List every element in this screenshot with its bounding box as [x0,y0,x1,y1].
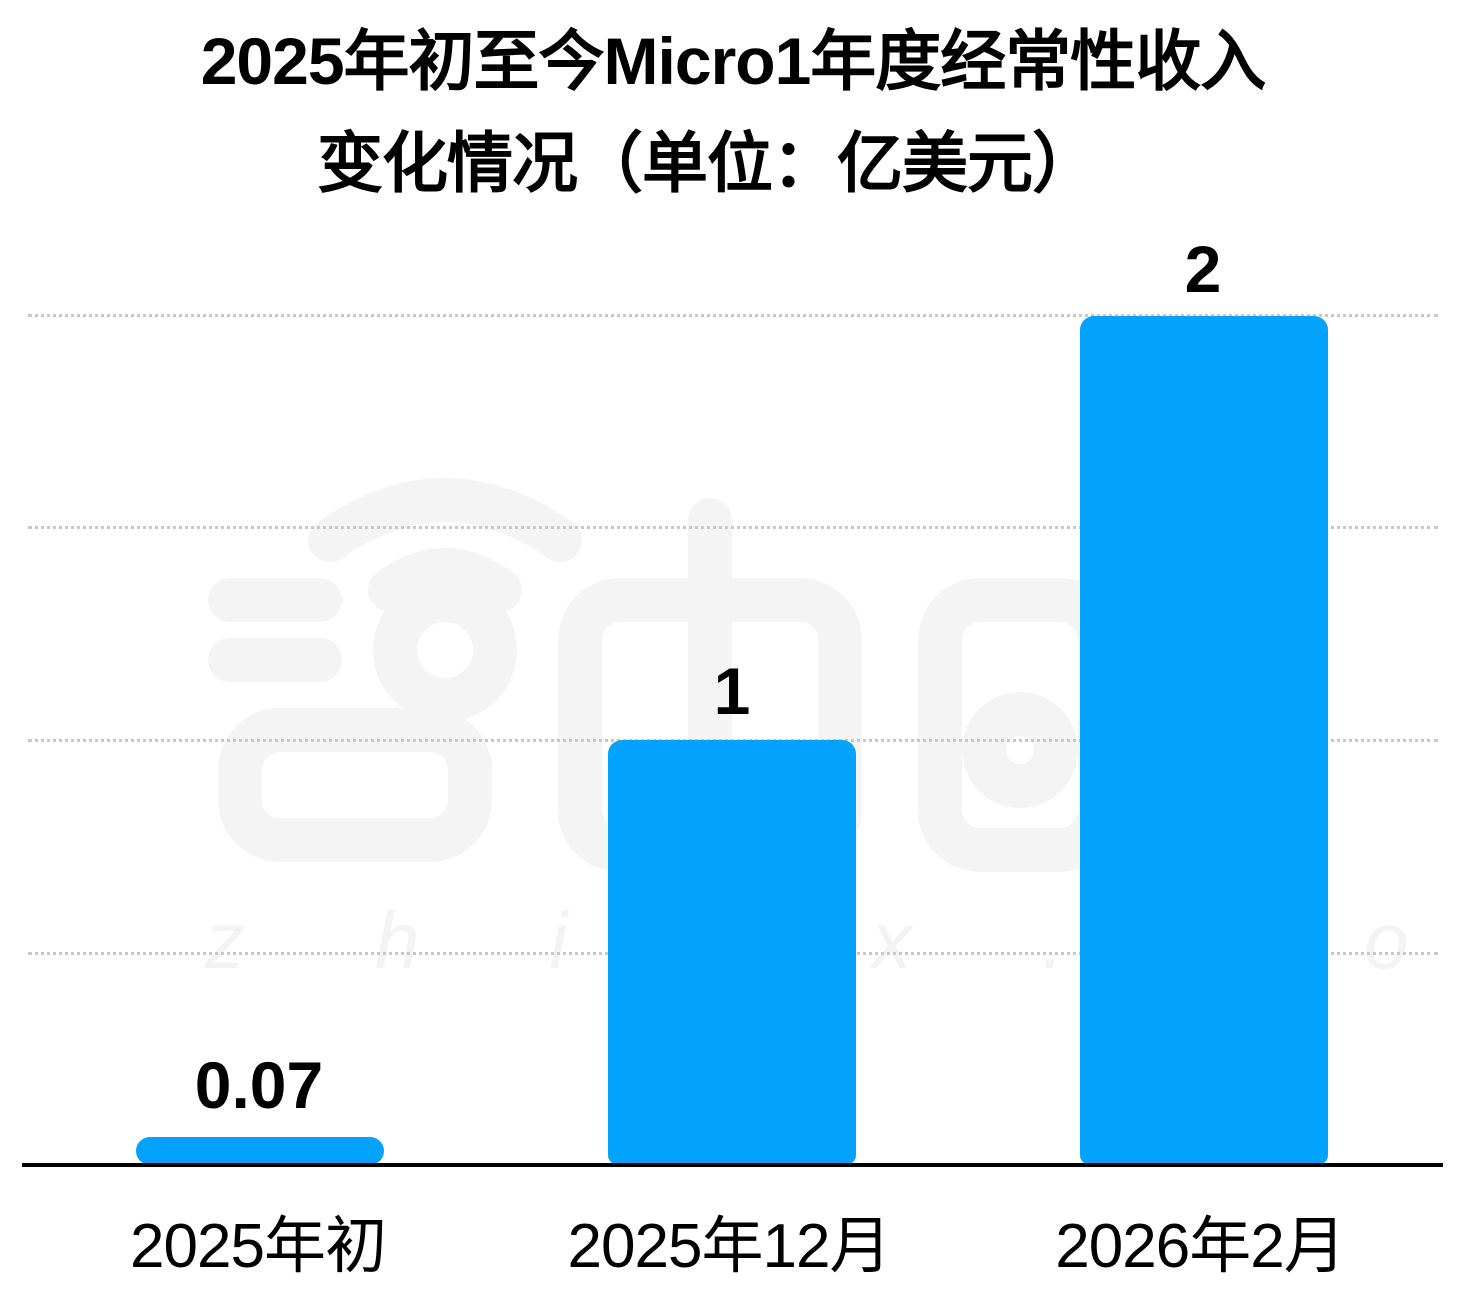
gridline-1-5 [28,526,1438,529]
chart-title-line-1: 2025年初至今Micro1年度经常性收入 [200,24,1267,98]
chart-title-line-2: 变化情况（单位：亿美元） [317,126,1098,200]
bar-2026-feb [1080,316,1328,1165]
bar-2025-dec [608,740,856,1165]
gridline-2-0 [28,314,1438,317]
x-axis-baseline [22,1163,1443,1167]
x-tick-label-2026-feb: 2026年2月 [1055,1212,1345,1281]
value-label-2025-start: 0.07 [194,1048,324,1122]
x-tick-label-2025-start: 2025年初 [130,1212,387,1281]
x-tick-label-2025-dec: 2025年12月 [567,1212,892,1281]
bar-2025-start [136,1137,384,1165]
value-label-2025-dec: 1 [713,654,751,728]
value-label-2026-feb: 2 [1184,232,1222,306]
